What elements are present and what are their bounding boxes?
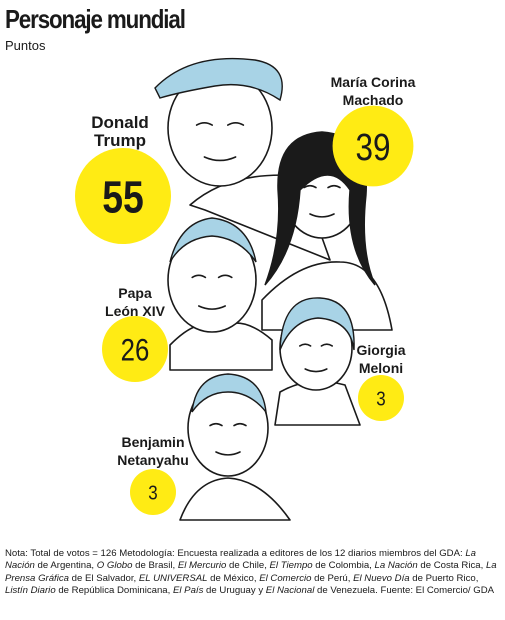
note-segment: El Mercurio <box>177 560 227 572</box>
note-segment: O Globo <box>96 560 133 572</box>
bubble-giorgia-meloni: 3 <box>358 375 404 421</box>
bubble-circle <box>101 315 169 383</box>
netanyahu-mouth <box>215 451 241 456</box>
trump-eyes <box>195 121 245 126</box>
machado-mouth <box>309 213 335 218</box>
note-segment: La Nación <box>374 560 418 572</box>
person-name-label: Machado <box>343 92 404 108</box>
meloni-mouth <box>304 368 328 373</box>
person-name-label: Benjamin <box>121 434 184 450</box>
trump-portrait <box>154 57 331 261</box>
note-segment: de Venezuela. Fuente: El Comercio/ GDA <box>314 585 495 597</box>
leo-portrait <box>167 217 273 371</box>
note-segment: La Prensa Gráfica <box>5 560 497 584</box>
person-name-label: Netanyahu <box>117 452 189 468</box>
bubble-circle <box>332 105 414 187</box>
meloni-eyes <box>299 343 333 347</box>
note-segment: de Uruguay y <box>203 585 266 597</box>
person-name-label: Papa <box>118 285 152 301</box>
portrait-illustrations <box>154 57 393 521</box>
bubble-value: 39 <box>355 126 390 169</box>
note-segment: de Perú, <box>311 572 354 584</box>
bubble-donald-trump: 55 <box>75 148 171 244</box>
trump-mouth <box>203 156 237 162</box>
note-segment: Nota: Total de votos = 126 Metodología: … <box>5 548 466 559</box>
methodology-note: Nota: Total de votos = 126 Metodología: … <box>5 548 503 598</box>
note-segment: EL UNIVERSAL <box>138 572 208 584</box>
chart-subtitle: Puntos <box>5 38 46 53</box>
bubble-circle <box>358 375 404 421</box>
bubble-benjamin-netanyahu: 3 <box>130 469 176 515</box>
note-segment: Listín Diario <box>5 585 56 597</box>
note-segment: de Brasil, <box>132 560 178 572</box>
bubble-mar-a-corina-machado: 39 <box>332 105 414 187</box>
leo-mouth <box>198 305 226 310</box>
person-name-label: León XIV <box>105 303 166 319</box>
machado-shoulders <box>261 261 393 331</box>
netanyahu-shoulders <box>179 477 291 521</box>
note-segment: El Tiempo <box>269 560 313 572</box>
meloni-portrait <box>274 297 361 426</box>
netanyahu-hair <box>191 373 267 415</box>
note-segment: El País <box>172 585 204 597</box>
bubble-value: 55 <box>102 171 144 222</box>
meloni-hair <box>279 297 355 351</box>
note-segment: de Argentina, <box>34 560 97 572</box>
note-segment: El Nacional <box>265 585 315 597</box>
person-name-label: Donald <box>91 113 149 132</box>
leo-eyes <box>191 274 233 279</box>
leo-hair <box>169 217 257 263</box>
person-name-label: Trump <box>94 131 146 150</box>
machado-eyes <box>303 184 341 189</box>
bubble-papa-le-n-xiv: 26 <box>101 315 169 383</box>
person-name-label: María Corina <box>331 74 416 90</box>
bubble-circle <box>130 469 176 515</box>
netanyahu-portrait <box>179 373 291 521</box>
note-segment: La Nación <box>5 548 476 572</box>
trump-hair <box>154 57 283 102</box>
note-segment: de Puerto Rico, <box>409 572 479 584</box>
note-segment: de México, <box>207 572 260 584</box>
note-segment: de República Dominicana, <box>55 585 173 597</box>
note-segment: El Nuevo Día <box>353 572 410 584</box>
person-name-label: Meloni <box>359 360 403 376</box>
chart-title: Personaje mundial <box>5 4 186 34</box>
netanyahu-eyes <box>209 422 247 427</box>
note-segment: de Costa Rica, <box>417 560 486 572</box>
note-segment: de El Salvador, <box>69 572 139 584</box>
note-segment: El Comercio <box>259 572 312 584</box>
note-segment: de Chile, <box>226 560 270 572</box>
person-name-label: Giorgia <box>356 342 405 358</box>
bubble-circle <box>75 148 171 244</box>
bubble-value: 26 <box>121 333 150 368</box>
bubble-value: 3 <box>376 388 385 411</box>
note-segment: de Colombia, <box>312 560 375 572</box>
bubble-value: 3 <box>148 482 157 505</box>
